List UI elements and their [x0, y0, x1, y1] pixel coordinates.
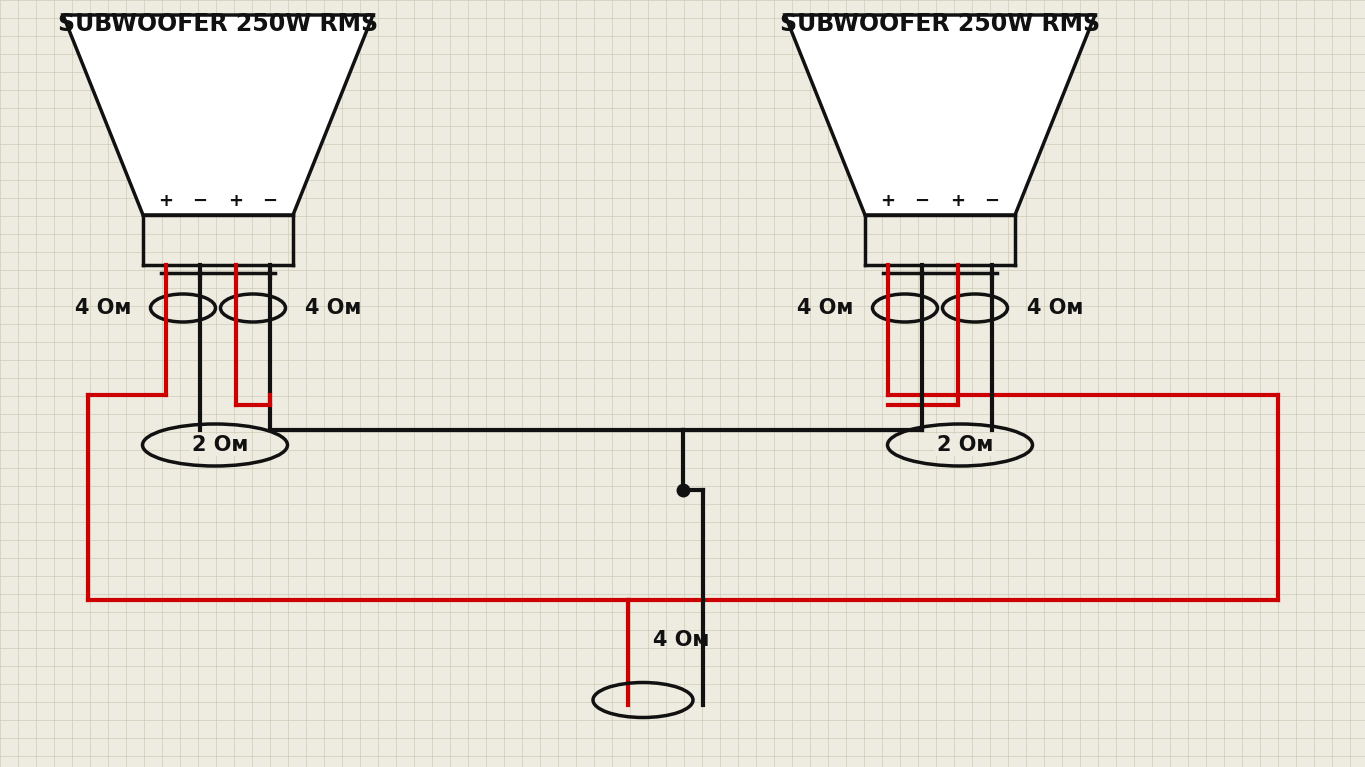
- Text: −: −: [192, 192, 207, 210]
- Text: +: +: [950, 192, 965, 210]
- Text: +: +: [228, 192, 243, 210]
- Text: 2 Ом: 2 Ом: [936, 435, 994, 455]
- Text: 4 Ом: 4 Ом: [304, 298, 362, 318]
- Text: +: +: [158, 192, 173, 210]
- Polygon shape: [785, 15, 1095, 215]
- Text: 4 Ом: 4 Ом: [75, 298, 131, 318]
- Text: +: +: [880, 192, 895, 210]
- Polygon shape: [63, 15, 373, 215]
- Text: −: −: [915, 192, 930, 210]
- Text: SUBWOOFER 250W RMS: SUBWOOFER 250W RMS: [779, 12, 1100, 36]
- Text: SUBWOOFER 250W RMS: SUBWOOFER 250W RMS: [57, 12, 378, 36]
- Text: 4 Ом: 4 Ом: [652, 630, 710, 650]
- Text: 4 Ом: 4 Ом: [1026, 298, 1084, 318]
- Text: 2 Ом: 2 Ом: [192, 435, 248, 455]
- Text: 4 Ом: 4 Ом: [797, 298, 853, 318]
- Text: −: −: [262, 192, 277, 210]
- Text: −: −: [984, 192, 999, 210]
